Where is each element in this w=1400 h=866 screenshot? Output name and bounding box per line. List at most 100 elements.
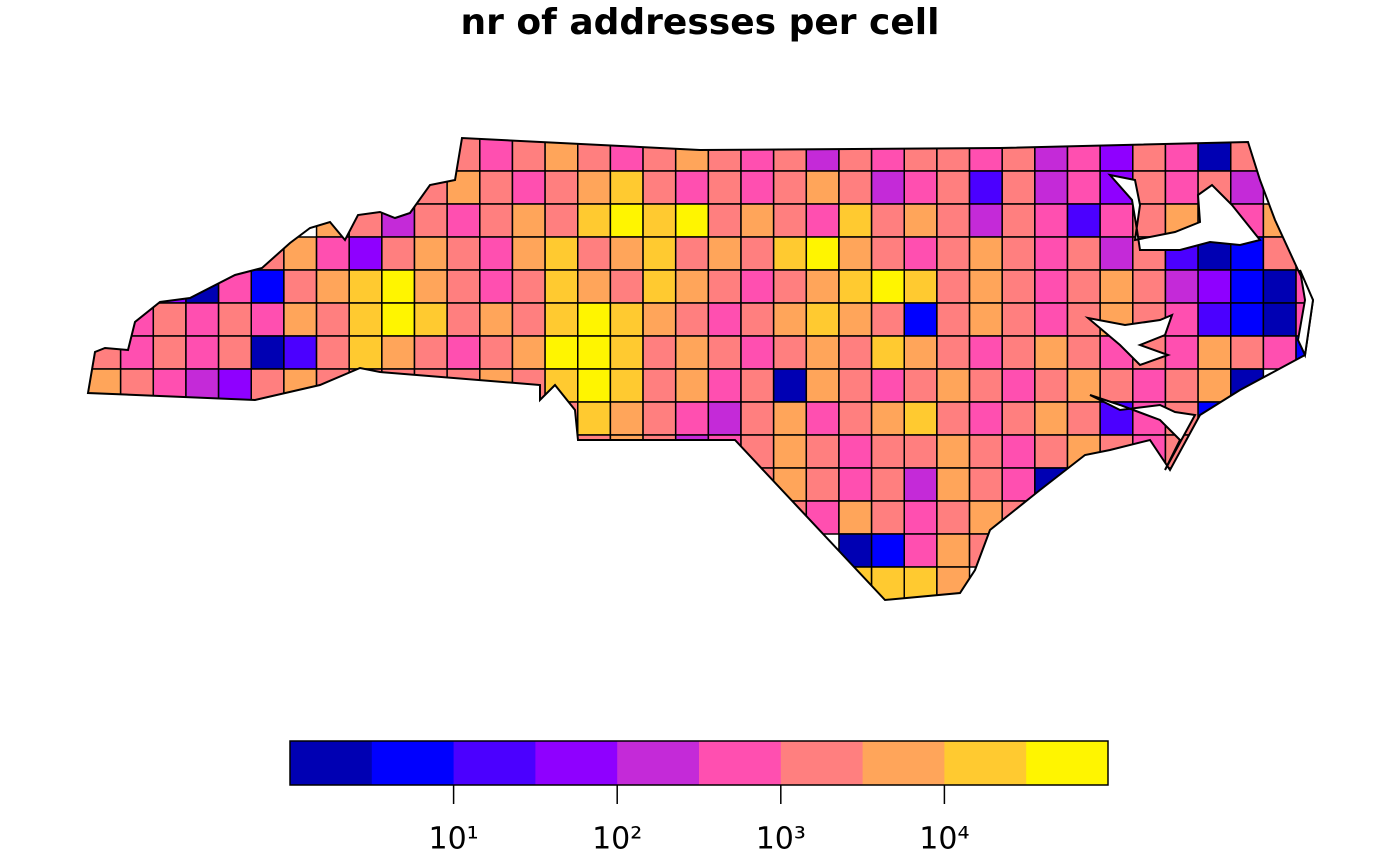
grid-cell: [185, 302, 220, 337]
grid-cell: [936, 401, 971, 436]
grid-cell: [674, 138, 710, 172]
grid-cell: [577, 335, 612, 370]
grid-cell: [1164, 170, 1199, 205]
grid-cell: [903, 467, 938, 502]
grid-cell: [413, 302, 448, 337]
grid-cell: [315, 236, 350, 271]
grid-cell: [283, 302, 318, 337]
legend-frame: [289, 740, 1109, 786]
grid-cell: [838, 138, 873, 172]
legend-bin: [944, 741, 1027, 785]
grid-cell: [577, 368, 612, 403]
grid-cell: [805, 203, 840, 238]
grid-cell: [903, 203, 938, 238]
grid-cell: [446, 269, 481, 304]
grid-cell: [1034, 138, 1069, 172]
grid-cell: [152, 302, 187, 337]
grid-cell: [968, 467, 1003, 502]
grid-cell: [870, 236, 905, 271]
grid-cell: [903, 368, 938, 403]
grid-cell: [1099, 368, 1134, 403]
grid-cell: [936, 467, 971, 502]
grid-cell: [870, 500, 905, 535]
grid-cell: [870, 401, 905, 436]
grid-cell: [609, 302, 644, 337]
grid-cell: [707, 401, 742, 436]
grid-cell: [707, 302, 742, 337]
chart-title: nr of addresses per cell: [461, 2, 940, 43]
grid-cell: [577, 170, 612, 205]
grid-cell: [674, 368, 710, 403]
grid-cell: [577, 269, 612, 304]
grid-cell: [772, 138, 808, 172]
grid-cell: [479, 335, 514, 370]
grid-cell: [870, 467, 905, 502]
grid-cell: [1066, 138, 1101, 172]
grid-cell: [1099, 203, 1134, 238]
grid-cell: [217, 335, 253, 370]
grid-cell: [1001, 335, 1036, 370]
legend-bin: [862, 741, 945, 785]
grid-cell: [381, 335, 416, 370]
grid-cell: [1099, 236, 1134, 271]
grid-cell: [740, 401, 775, 436]
grid-cell: [968, 302, 1003, 337]
grid-cell: [315, 335, 350, 370]
grid-cell: [772, 434, 808, 469]
grid-cell: [446, 335, 481, 370]
grid-cell: [544, 335, 579, 370]
grid-cell: [511, 269, 546, 304]
tick-label: 10³: [756, 822, 806, 857]
grid-cell: [152, 335, 187, 370]
grid-cell: [870, 368, 905, 403]
grid-cell: [577, 401, 612, 436]
tick-label: 10¹: [428, 822, 478, 857]
grid-cell: [1066, 170, 1101, 205]
grid-cell: [1132, 269, 1167, 304]
grid-cell: [511, 236, 546, 271]
grid-cell: [381, 236, 416, 271]
legend-bin: [535, 741, 618, 785]
grid-cell: [577, 236, 612, 271]
grid-cell: [1001, 138, 1036, 172]
grid-cell: [903, 236, 938, 271]
grid-cell: [1001, 434, 1036, 469]
grid-cell: [968, 170, 1003, 205]
grid-cell: [838, 401, 873, 436]
grid-cell: [838, 236, 873, 271]
grid-cell: [805, 434, 840, 469]
grid-cell: [740, 138, 775, 172]
grid-cell: [1001, 203, 1036, 238]
grid-cell: [185, 335, 220, 370]
grid-cell: [119, 335, 155, 370]
grid-cell: [1034, 269, 1069, 304]
grid-cell: [936, 138, 971, 172]
grid-cell: [870, 203, 905, 238]
grid-cell: [772, 467, 808, 502]
grid-cell: [903, 138, 938, 172]
grid-cell: [968, 269, 1003, 304]
grid-cell: [479, 236, 514, 271]
grid-cell: [446, 138, 481, 172]
grid-cell: [1164, 368, 1199, 403]
grid-cell: [838, 533, 873, 568]
grid-cell: [1034, 368, 1069, 403]
grid-cell: [1001, 467, 1036, 502]
grid-cell: [283, 236, 318, 271]
grid-cell: [413, 236, 448, 271]
grid-cell: [740, 203, 775, 238]
grid-cell: [381, 302, 416, 337]
tick-label: 10²: [592, 822, 642, 857]
grid-cell: [707, 138, 742, 172]
grid-cell: [1197, 302, 1232, 337]
grid-cell: [479, 170, 514, 205]
grid-cell: [870, 335, 905, 370]
grid-cell: [348, 335, 383, 370]
grid-cell: [838, 566, 873, 600]
grid-cell: [772, 401, 808, 436]
grid-cell: [870, 138, 905, 172]
grid-cell: [838, 170, 873, 205]
grid-cell: [805, 368, 840, 403]
grid-cell: [707, 236, 742, 271]
